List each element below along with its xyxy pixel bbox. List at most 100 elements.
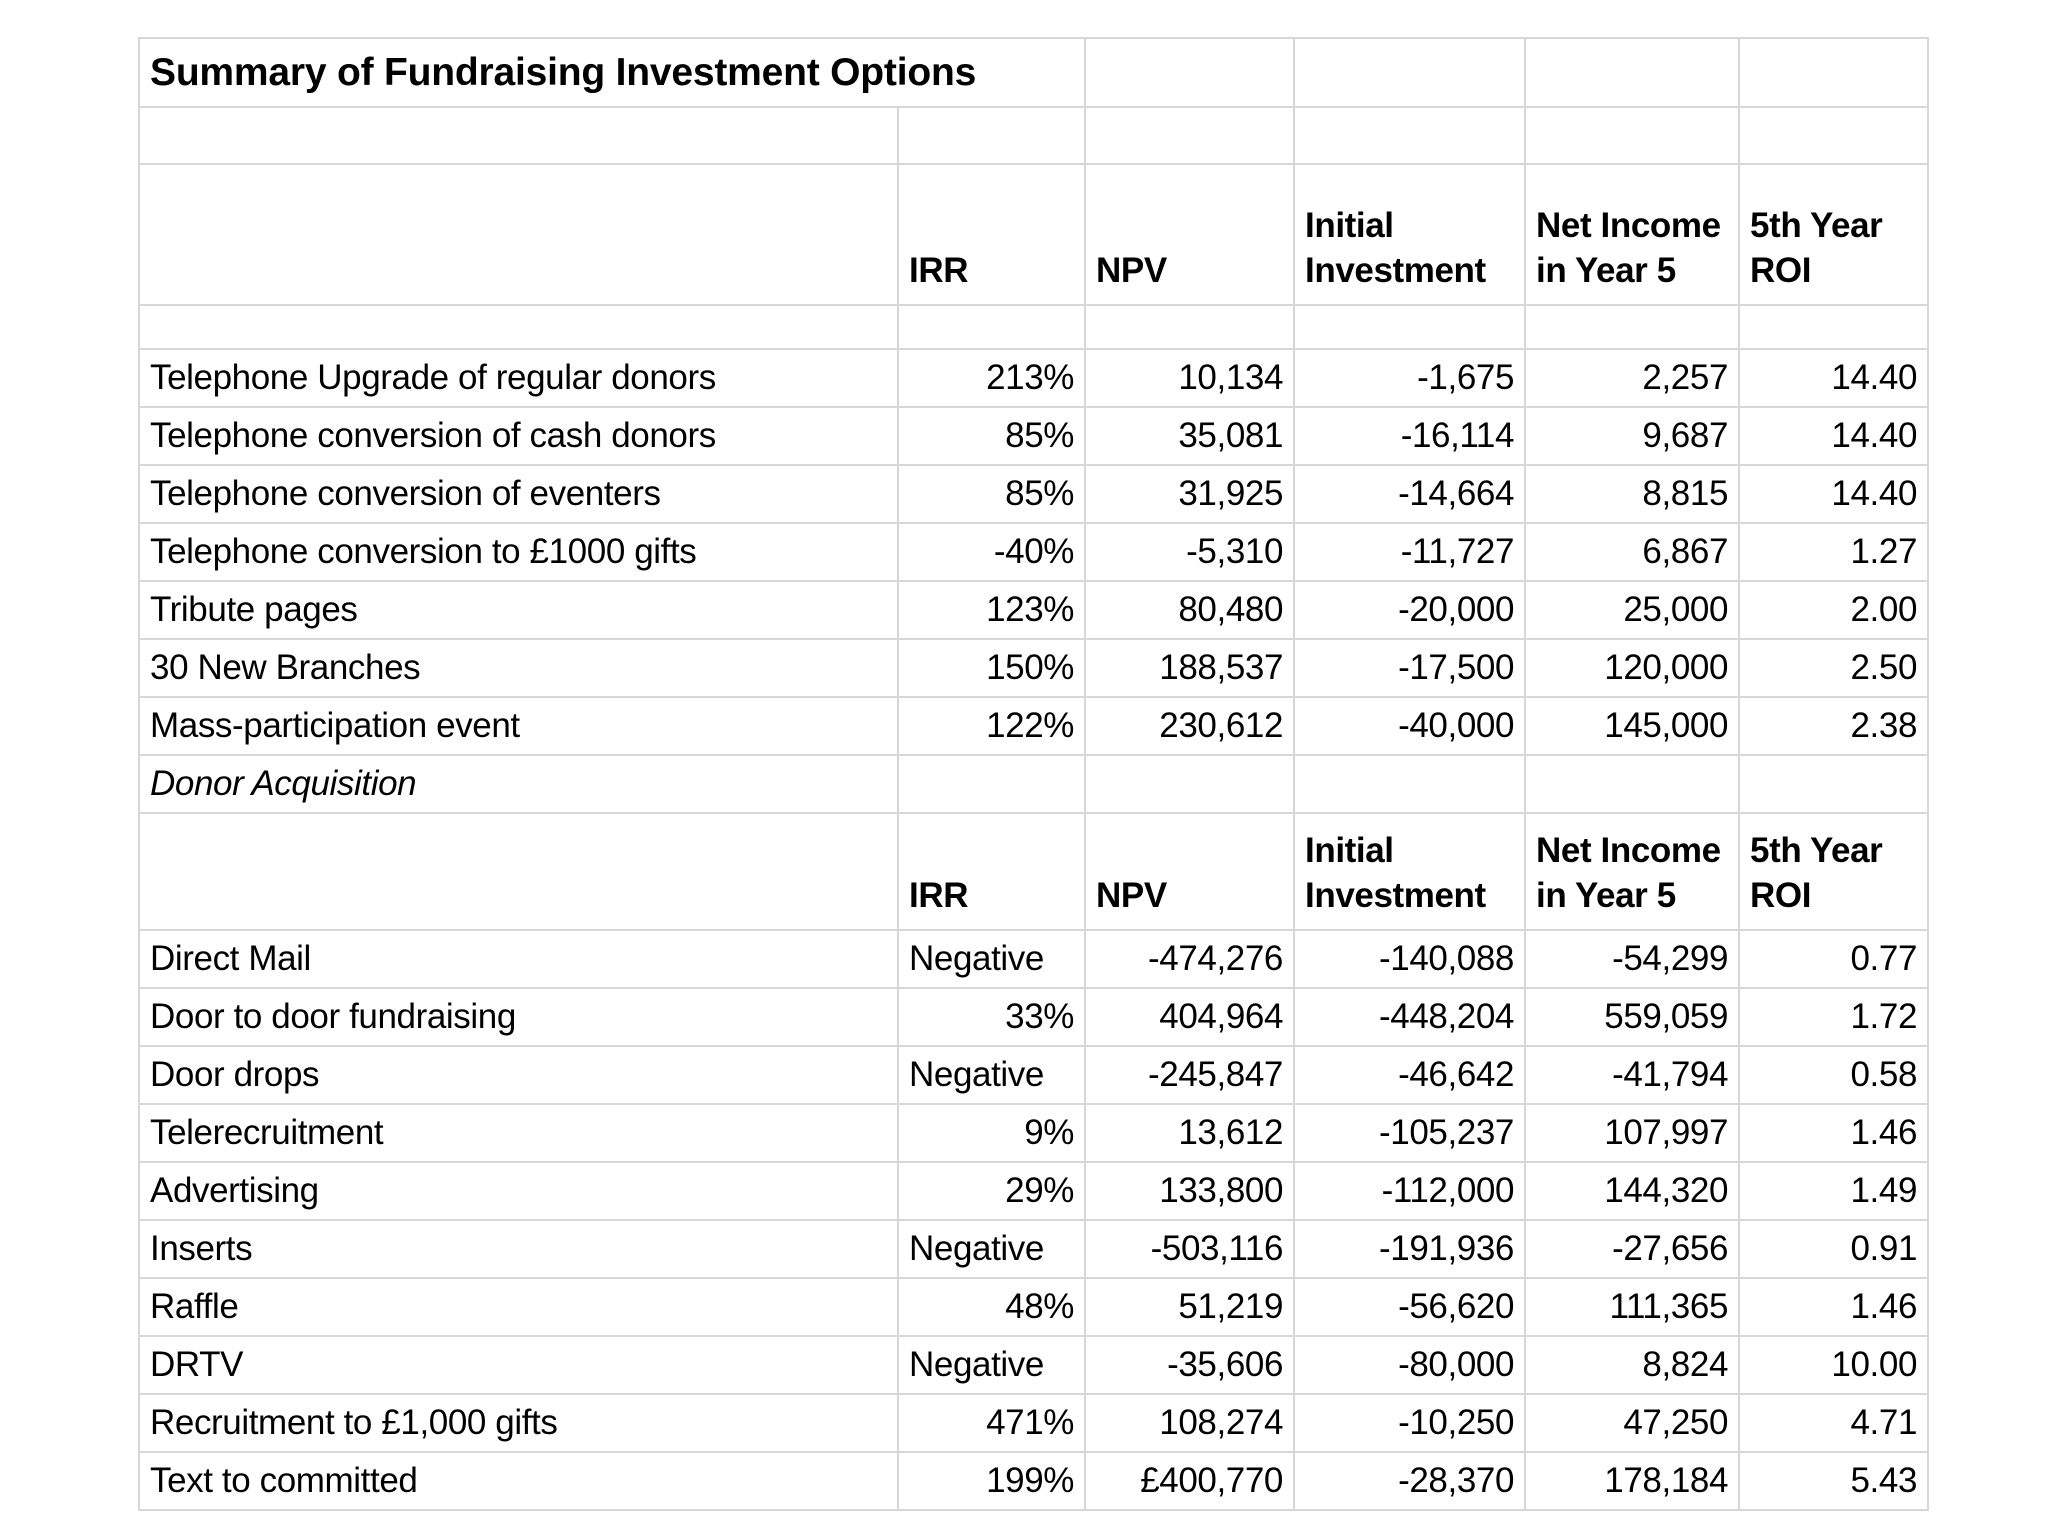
cell-initial-investment: -14,664 [1293, 464, 1527, 524]
cell-npv: -503,116 [1084, 1219, 1296, 1279]
cell-irr: Negative [896, 1335, 1087, 1395]
cell-npv: -35,606 [1084, 1335, 1296, 1395]
table-row: DRTV Negative -35,606 -80,000 8,824 10.0… [138, 1335, 1930, 1395]
table-row: Inserts Negative -503,116 -191,936 -27,6… [138, 1219, 1930, 1279]
header-line [1096, 839, 1283, 874]
table-row: Tribute pages 123% 80,480 -20,000 25,000… [138, 580, 1930, 640]
cell-initial-investment: -112,000 [1293, 1161, 1527, 1221]
empty-cell [1524, 37, 1741, 108]
header-line: Initial [1305, 206, 1394, 246]
header-line: ROI [1750, 876, 1812, 916]
empty-row [138, 304, 1930, 350]
cell-activity-label: Tribute pages [138, 580, 899, 640]
column-header-npv: NPV [1084, 812, 1296, 931]
cell-activity-label: Text to committed [138, 1451, 899, 1511]
cell-initial-investment: -40,000 [1293, 696, 1527, 756]
cell-5th-year-roi: 1.46 [1738, 1103, 1930, 1163]
cell-net-income-year5: -41,794 [1524, 1045, 1741, 1105]
cell-5th-year-roi: 4.71 [1738, 1393, 1930, 1453]
empty-cell [138, 304, 899, 350]
cell-initial-investment: -20,000 [1293, 580, 1527, 640]
cell-net-income-year5: -27,656 [1524, 1219, 1741, 1279]
cell-initial-investment: -46,642 [1293, 1045, 1527, 1105]
cell-npv: 51,219 [1084, 1277, 1296, 1337]
cell-activity-label: 30 New Branches [138, 638, 899, 698]
header-line: IRR [909, 251, 969, 291]
cell-irr: Negative [896, 929, 1087, 989]
cell-5th-year-roi: 1.72 [1738, 987, 1930, 1047]
header-line: 5th Year [1750, 831, 1883, 871]
cell-5th-year-roi: 1.46 [1738, 1277, 1930, 1337]
cell-npv: 188,537 [1084, 638, 1296, 698]
cell-npv: -474,276 [1084, 929, 1296, 989]
header-line: Investment [1305, 251, 1486, 291]
empty-cell [1084, 106, 1296, 165]
cell-npv: 133,800 [1084, 1161, 1296, 1221]
header-line [909, 839, 1074, 874]
cell-irr: 85% [896, 406, 1087, 466]
empty-cell [138, 106, 899, 165]
header-line: Net Income [1536, 831, 1721, 871]
cell-net-income-year5: 107,997 [1524, 1103, 1741, 1163]
cell-initial-investment: -140,088 [1293, 929, 1527, 989]
table-row: Recruitment to £1,000 gifts 471% 108,274… [138, 1393, 1930, 1453]
cell-5th-year-roi: 14.40 [1738, 348, 1930, 408]
cell-initial-investment: -28,370 [1293, 1451, 1527, 1511]
table-row: Raffle 48% 51,219 -56,620 111,365 1.46 [138, 1277, 1930, 1337]
fundraising-options-table: Summary of Fundraising Investment Option… [137, 37, 1930, 1511]
column-header-5th-year-roi: 5th Year ROI [1738, 163, 1930, 306]
cell-initial-investment: -1,675 [1293, 348, 1527, 408]
cell-initial-investment: -80,000 [1293, 1335, 1527, 1395]
empty-cell [138, 163, 899, 306]
column-header-net-income-year5: Net Income in Year 5 [1524, 812, 1741, 931]
column-header-initial-investment: Initial Investment [1293, 163, 1527, 306]
cell-5th-year-roi: 0.58 [1738, 1045, 1930, 1105]
cell-net-income-year5: -54,299 [1524, 929, 1741, 989]
cell-activity-label: DRTV [138, 1335, 899, 1395]
cell-initial-investment: -191,936 [1293, 1219, 1527, 1279]
cell-npv: £400,770 [1084, 1451, 1296, 1511]
column-header-irr: IRR [896, 812, 1087, 931]
cell-5th-year-roi: 14.40 [1738, 464, 1930, 524]
empty-cell [1524, 106, 1741, 165]
header-line: Net Income [1536, 206, 1721, 246]
cell-activity-label: Telephone conversion to £1000 gifts [138, 522, 899, 582]
cell-net-income-year5: 6,867 [1524, 522, 1741, 582]
cell-activity-label: Raffle [138, 1277, 899, 1337]
cell-npv: -5,310 [1084, 522, 1296, 582]
header-row: IRR NPV Initial Investment Net Income in… [138, 812, 1930, 931]
section-divider-row: Donor Acquisition [138, 754, 1930, 814]
header-row: IRR NPV Initial Investment Net Income in… [138, 163, 1930, 306]
cell-irr: 9% [896, 1103, 1087, 1163]
cell-net-income-year5: 120,000 [1524, 638, 1741, 698]
header-line: NPV [1096, 251, 1167, 291]
table-row: Mass-participation event 122% 230,612 -4… [138, 696, 1930, 756]
cell-npv: 80,480 [1084, 580, 1296, 640]
cell-npv: 404,964 [1084, 987, 1296, 1047]
empty-cell [1293, 754, 1527, 814]
cell-activity-label: Inserts [138, 1219, 899, 1279]
cell-5th-year-roi: 0.77 [1738, 929, 1930, 989]
cell-npv: 108,274 [1084, 1393, 1296, 1453]
cell-net-income-year5: 8,824 [1524, 1335, 1741, 1395]
cell-5th-year-roi: 2.38 [1738, 696, 1930, 756]
cell-net-income-year5: 144,320 [1524, 1161, 1741, 1221]
cell-activity-label: Direct Mail [138, 929, 899, 989]
header-line: NPV [1096, 876, 1167, 916]
cell-activity-label: Telephone conversion of cash donors [138, 406, 899, 466]
table-title: Summary of Fundraising Investment Option… [137, 37, 1087, 108]
cell-irr: 85% [896, 464, 1087, 524]
cell-net-income-year5: 111,365 [1524, 1277, 1741, 1337]
table-row: Text to committed 199% £400,770 -28,370 … [138, 1451, 1930, 1511]
cell-net-income-year5: 145,000 [1524, 696, 1741, 756]
cell-5th-year-roi: 10.00 [1738, 1335, 1930, 1395]
cell-irr: 199% [896, 1451, 1087, 1511]
cell-net-income-year5: 559,059 [1524, 987, 1741, 1047]
header-line [909, 214, 1074, 249]
cell-initial-investment: -16,114 [1293, 406, 1527, 466]
cell-activity-label: Telephone Upgrade of regular donors [138, 348, 899, 408]
cell-irr: Negative [896, 1045, 1087, 1105]
empty-cell [1738, 106, 1930, 165]
header-line: Initial [1305, 831, 1394, 871]
cell-irr: 123% [896, 580, 1087, 640]
